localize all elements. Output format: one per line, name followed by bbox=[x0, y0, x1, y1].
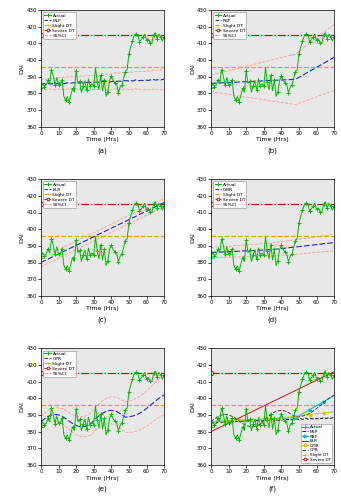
Y-axis label: DAI: DAI bbox=[190, 401, 195, 412]
Legend: Actual, MLP, RBF, BLR, GMR, GPR, Slight DT, Severe DT: Actual, MLP, RBF, BLR, GMR, GPR, Slight … bbox=[301, 424, 332, 463]
Y-axis label: DAI: DAI bbox=[20, 232, 25, 243]
Text: (e): (e) bbox=[98, 486, 107, 492]
X-axis label: Time (Hrs): Time (Hrs) bbox=[86, 137, 119, 142]
Text: (d): (d) bbox=[268, 316, 278, 323]
Legend: Actual, GMR, Slight DT, Severe DT, 95%CI: Actual, GMR, Slight DT, Severe DT, 95%CI bbox=[213, 182, 246, 208]
Legend: Actual, BLR, Slight DT, Severe DT, 95%CI: Actual, BLR, Slight DT, Severe DT, 95%CI bbox=[43, 182, 76, 208]
Y-axis label: DAI: DAI bbox=[20, 63, 25, 74]
X-axis label: Time (Hrs): Time (Hrs) bbox=[256, 137, 289, 142]
Legend: Actual, GPR, Slight DT, Severe DT, 95%CI: Actual, GPR, Slight DT, Severe DT, 95%CI bbox=[43, 350, 76, 378]
Text: (b): (b) bbox=[268, 148, 278, 154]
X-axis label: Time (Hrs): Time (Hrs) bbox=[256, 306, 289, 312]
X-axis label: Time (Hrs): Time (Hrs) bbox=[256, 476, 289, 480]
Y-axis label: DAI: DAI bbox=[190, 63, 195, 74]
X-axis label: Time (Hrs): Time (Hrs) bbox=[86, 476, 119, 480]
Legend: Actual, MLP, Slight DT, Severe DT, 95%CI: Actual, MLP, Slight DT, Severe DT, 95%CI bbox=[43, 12, 76, 39]
Text: (c): (c) bbox=[98, 316, 107, 323]
Text: (a): (a) bbox=[98, 148, 107, 154]
Text: (f): (f) bbox=[269, 486, 277, 492]
Y-axis label: DAI: DAI bbox=[20, 401, 25, 412]
X-axis label: Time (Hrs): Time (Hrs) bbox=[86, 306, 119, 312]
Y-axis label: DAI: DAI bbox=[190, 232, 195, 243]
Legend: Actual, RBF, Slight DT, Severe DT, 95%CI: Actual, RBF, Slight DT, Severe DT, 95%CI bbox=[213, 12, 246, 39]
